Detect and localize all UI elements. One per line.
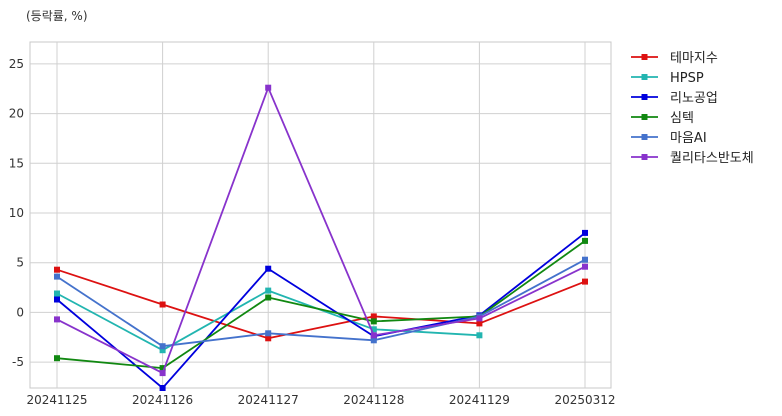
series-line	[56, 240, 586, 370]
legend-swatch-marker	[641, 114, 648, 120]
data-point	[582, 237, 588, 244]
y-tick-label: -5	[12, 355, 24, 369]
data-point	[265, 287, 272, 294]
data-point	[265, 84, 272, 91]
data-point	[265, 330, 272, 337]
x-tick-label: 20241126	[132, 393, 193, 407]
series-line	[56, 268, 586, 340]
data-point	[265, 265, 272, 272]
y-tick-label: 25	[9, 57, 24, 71]
legend-swatch-marker	[641, 134, 648, 140]
data-point	[159, 370, 166, 377]
x-tick-label: 20241127	[238, 393, 299, 407]
data-point	[582, 229, 588, 236]
y-tick-label: 15	[9, 156, 24, 170]
data-point	[54, 355, 60, 362]
legend-item: 리노공업	[631, 91, 718, 106]
series-line	[56, 232, 586, 389]
data-point	[370, 326, 377, 333]
series-0	[54, 266, 588, 342]
series-1	[54, 287, 483, 354]
legend-item: 퀄리타스반도체	[631, 151, 754, 166]
data-point	[265, 335, 272, 342]
legend-label: 마음AI	[670, 131, 707, 146]
x-tick-label: 20241129	[449, 393, 510, 407]
data-point	[476, 315, 483, 322]
data-point	[582, 278, 588, 285]
legend-swatch-marker	[641, 94, 648, 100]
legend-label: 심텍	[670, 111, 694, 126]
series-5	[54, 84, 588, 377]
data-point	[159, 385, 166, 391]
y-tick-label: 5	[16, 256, 24, 270]
data-point	[476, 320, 483, 327]
unit-label: (등락률, %)	[26, 9, 88, 23]
data-point	[582, 263, 588, 270]
data-point	[265, 294, 272, 301]
legend-swatch-marker	[641, 54, 648, 60]
legend-swatch-marker	[641, 74, 648, 80]
data-point	[159, 343, 166, 350]
legend-item: 마음AI	[631, 131, 707, 146]
y-tick-label: 20	[9, 107, 24, 121]
legend-label: 테마지수	[670, 51, 718, 66]
data-point	[370, 318, 377, 325]
data-point	[370, 332, 377, 339]
legend-label: HPSP	[670, 71, 704, 86]
x-tick-label: 20250312	[554, 393, 615, 407]
series-line	[56, 258, 586, 348]
x-tick-label: 20241125	[26, 393, 87, 407]
data-point	[476, 332, 483, 339]
legend-item: 테마지수	[631, 51, 718, 66]
y-tick-label: 10	[9, 206, 24, 220]
data-point	[582, 256, 588, 263]
data-point	[54, 266, 60, 273]
data-point	[370, 313, 377, 320]
y-tick-label: 0	[16, 305, 24, 319]
data-point	[54, 316, 60, 323]
x-axis-ticks: 20241125 20241126 20241127 20241128 20241129…	[26, 393, 615, 407]
legend-item: HPSP	[631, 71, 704, 86]
legend-label: 리노공업	[670, 91, 718, 106]
y-axis-ticks: -5 0 5 10 15 20 25	[9, 57, 24, 369]
data-point	[159, 301, 166, 308]
data-point	[54, 290, 60, 297]
data-point	[370, 337, 377, 344]
x-tick-label: 20241128	[343, 393, 404, 407]
data-point	[54, 296, 60, 303]
data-point	[54, 273, 60, 280]
legend-swatch-marker	[641, 154, 648, 160]
series-group	[54, 84, 588, 391]
series-line	[56, 86, 586, 375]
legend-item: 심텍	[631, 111, 694, 126]
data-point	[159, 365, 166, 372]
data-point	[159, 347, 166, 354]
legend-label: 퀄리타스반도체	[670, 151, 754, 166]
grid	[30, 42, 611, 388]
